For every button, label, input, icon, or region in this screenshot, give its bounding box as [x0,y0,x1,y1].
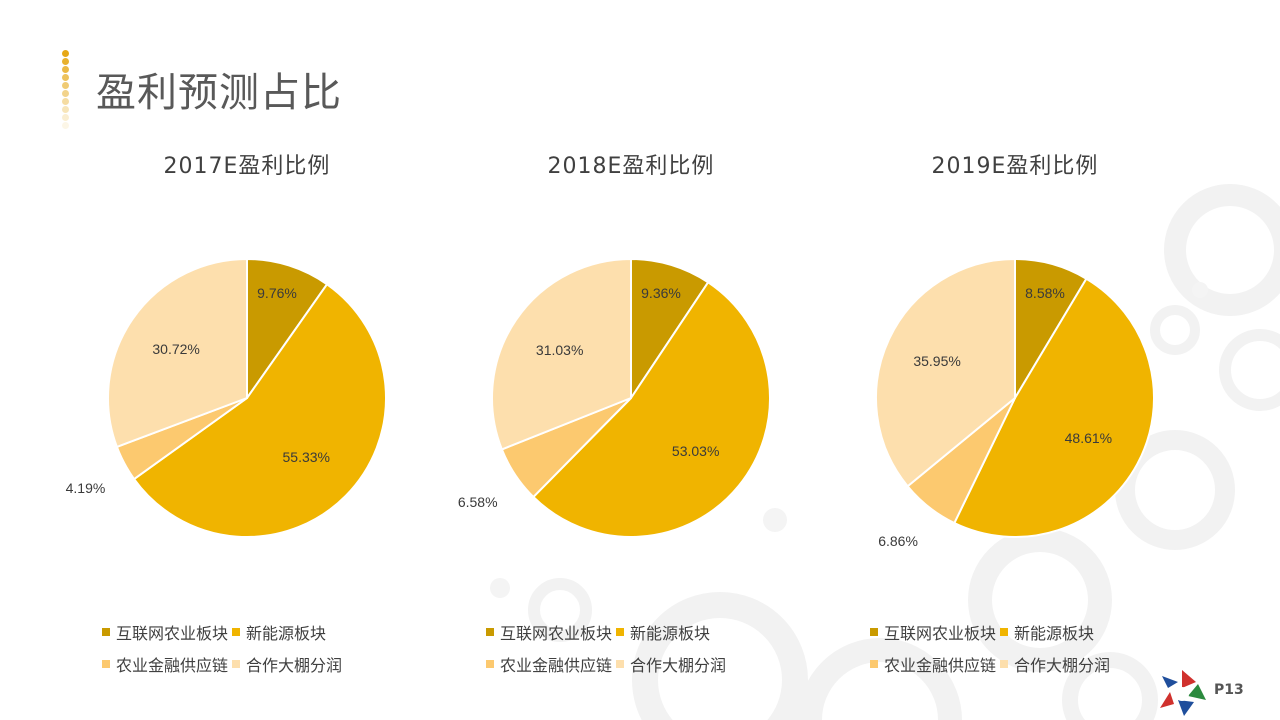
legend-label: 互联网农业板块 [116,624,229,643]
legend-swatch [870,660,878,668]
legend-label: 农业金融供应链 [500,656,613,675]
legend-swatch [616,660,625,668]
legend-swatch [870,628,878,636]
legend-item-2018-4: 合作大棚分润 [616,652,726,676]
page-number: P13 [1214,682,1244,698]
pie-slice-2018-1 [630,257,710,402]
chart-title-2019: 2019E盈利比例 [931,154,1099,179]
legend-item-2018-2: 新能源板块 [616,620,710,644]
legend-swatch [486,660,494,668]
legend-label: 合作大棚分润 [1014,656,1111,675]
legend-swatch [1000,660,1009,668]
pie-slice-2019-2 [952,277,1155,538]
company-logo [1160,670,1206,716]
legend-item-2017-3: 农业金融供应链 [102,652,228,676]
legend-label: 新能源板块 [630,624,711,643]
legend-item-2018-1: 互联网农业板块 [486,620,612,644]
legend-item-2019-1: 互联网农业板块 [870,620,996,644]
legend-2018: 互联网农业板块 新能源板块 农业金融供应链 合作大棚分润 [486,616,816,680]
legend-label: 新能源板块 [246,624,327,643]
data-label-2019-1: 8.58% [1025,285,1065,301]
pie-slice-2017-4 [107,257,248,449]
legend-item-2019-4: 合作大棚分润 [1000,652,1110,676]
legend-item-2017-1: 互联网农业板块 [102,620,228,644]
legend-2017: 互联网农业板块 新能源板块 农业金融供应链 合作大棚分润 [102,616,432,680]
legend-item-2019-3: 农业金融供应链 [870,652,996,676]
title-accent-dots [62,50,70,130]
pie-slice-2018-4 [491,257,632,451]
legend-2019: 互联网农业板块 新能源板块 农业金融供应链 合作大棚分润 [870,616,1200,680]
data-label-2018-1: 9.36% [641,285,681,301]
legend-label: 互联网农业板块 [500,624,613,643]
legend-row: 互联网农业板块 新能源板块 [102,616,432,648]
data-label-2019-2: 48.61% [1064,429,1113,446]
legend-label: 农业金融供应链 [116,656,229,675]
data-label-2018-2: 53.03% [671,442,720,459]
legend-item-2017-4: 合作大棚分润 [232,652,342,676]
legend-row: 农业金融供应链 合作大棚分润 [102,648,432,680]
legend-row: 互联网农业板块 新能源板块 [870,616,1200,648]
chart-title-2018: 2018E盈利比例 [547,154,715,179]
legend-swatch [232,628,241,636]
pie-slice-2018-2 [531,280,771,538]
data-label-2019-4: 35.95% [913,353,961,370]
pie-chart-2019 [875,257,1155,538]
data-label-2018-4: 31.03% [535,341,584,358]
legend-label: 互联网农业板块 [884,624,997,643]
data-label-2017-1: 9.76% [257,285,297,301]
legend-swatch [102,628,110,636]
pie-slice-2017-1 [246,257,329,402]
pie-slice-2019-4 [875,257,1016,488]
legend-swatch [616,628,625,636]
legend-item-2018-3: 农业金融供应链 [486,652,612,676]
legend-label: 新能源板块 [1014,624,1095,643]
pie-slice-2017-2 [132,282,387,538]
legend-row: 农业金融供应链 合作大棚分润 [486,648,816,680]
legend-swatch [1000,628,1009,636]
legend-item-2017-2: 新能源板块 [232,620,326,644]
legend-row: 农业金融供应链 合作大棚分润 [870,648,1200,680]
data-label-2019-3: 6.86% [878,533,918,550]
legend-label: 农业金融供应链 [884,656,997,675]
legend-item-2019-2: 新能源板块 [1000,620,1094,644]
legend-label: 合作大棚分润 [246,656,343,675]
pie-chart-2017 [107,257,387,538]
legend-row: 互联网农业板块 新能源板块 [486,616,816,648]
legend-swatch [102,660,110,668]
pie-chart-2018 [491,257,771,538]
data-label-2017-4: 30.72% [152,340,200,357]
data-label-2017-3: 4.19% [65,479,106,496]
page-title: 盈利预测占比 [96,70,342,116]
legend-swatch [232,660,241,668]
data-label-2017-2: 55.33% [282,448,330,465]
legend-label: 合作大棚分润 [630,656,727,675]
data-label-2018-3: 6.58% [457,493,498,510]
legend-swatch [486,628,494,636]
chart-title-2017: 2017E盈利比例 [163,154,331,179]
